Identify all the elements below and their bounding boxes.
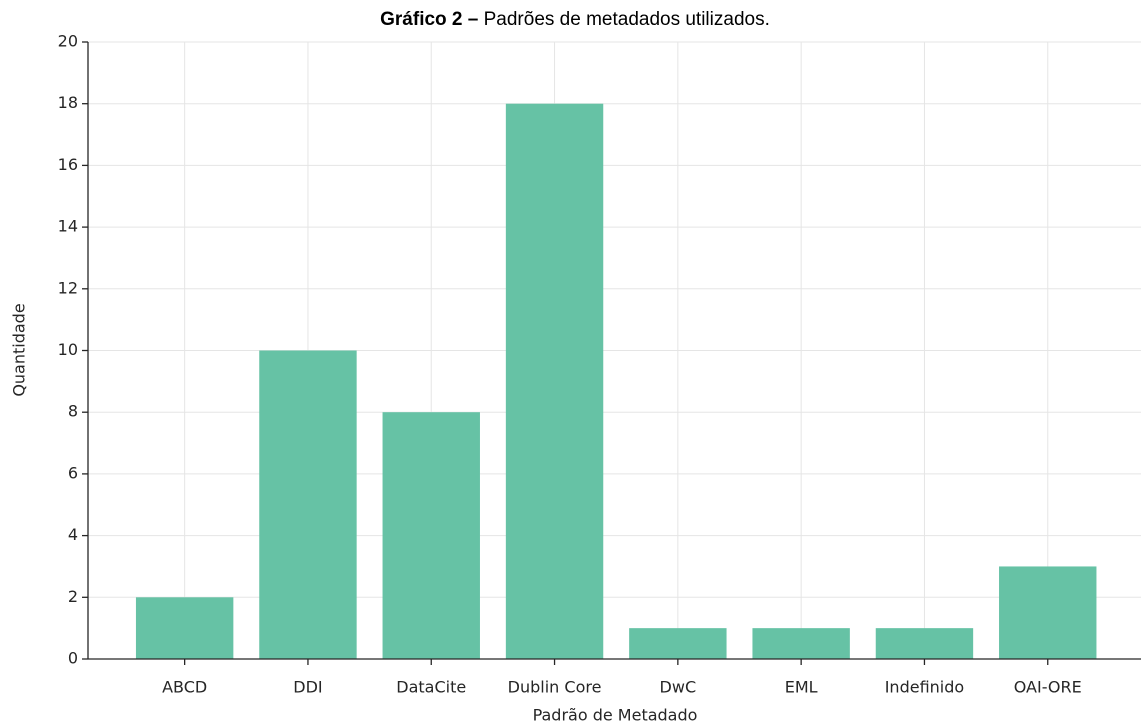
x-tick-label: Indefinido [885, 678, 964, 697]
x-tick-label: EML [785, 678, 818, 697]
y-tick-label: 4 [68, 525, 78, 544]
y-tick-label: 0 [68, 649, 78, 668]
y-tick-label: 6 [68, 463, 78, 482]
y-tick-label: 14 [58, 217, 78, 236]
bar [259, 350, 357, 659]
y-tick-label: 2 [68, 587, 78, 606]
bar [382, 412, 480, 659]
bar [875, 628, 974, 659]
x-tick-label: Dublin Core [508, 678, 602, 697]
y-axis-label: Quantidade [10, 303, 29, 396]
y-tick-label: 18 [58, 93, 78, 112]
y-tick-label: 12 [58, 278, 78, 297]
y-tick-label: 20 [58, 32, 78, 51]
y-tick-label: 10 [58, 340, 78, 359]
x-tick-label: DataCite [396, 678, 466, 697]
bar [135, 597, 234, 659]
title-text: Padrões de metadados utilizados. [484, 9, 770, 30]
x-axis-label: Padrão de Metadado [533, 706, 698, 725]
x-tick-label: DwC [660, 678, 697, 697]
x-tick-label: DDI [293, 678, 322, 697]
x-tick-label: OAI-ORE [1014, 678, 1082, 697]
y-tick-label: 8 [68, 402, 78, 421]
bar [629, 628, 727, 659]
bar [999, 566, 1097, 659]
x-tick-label: ABCD [162, 678, 207, 697]
title-label: Gráfico 2 – [380, 9, 478, 30]
y-tick-label: 16 [58, 155, 78, 174]
bar [505, 103, 604, 659]
bar [752, 628, 850, 659]
chart-title: Gráfico 2 – Padrões de metadados utiliza… [380, 9, 770, 30]
